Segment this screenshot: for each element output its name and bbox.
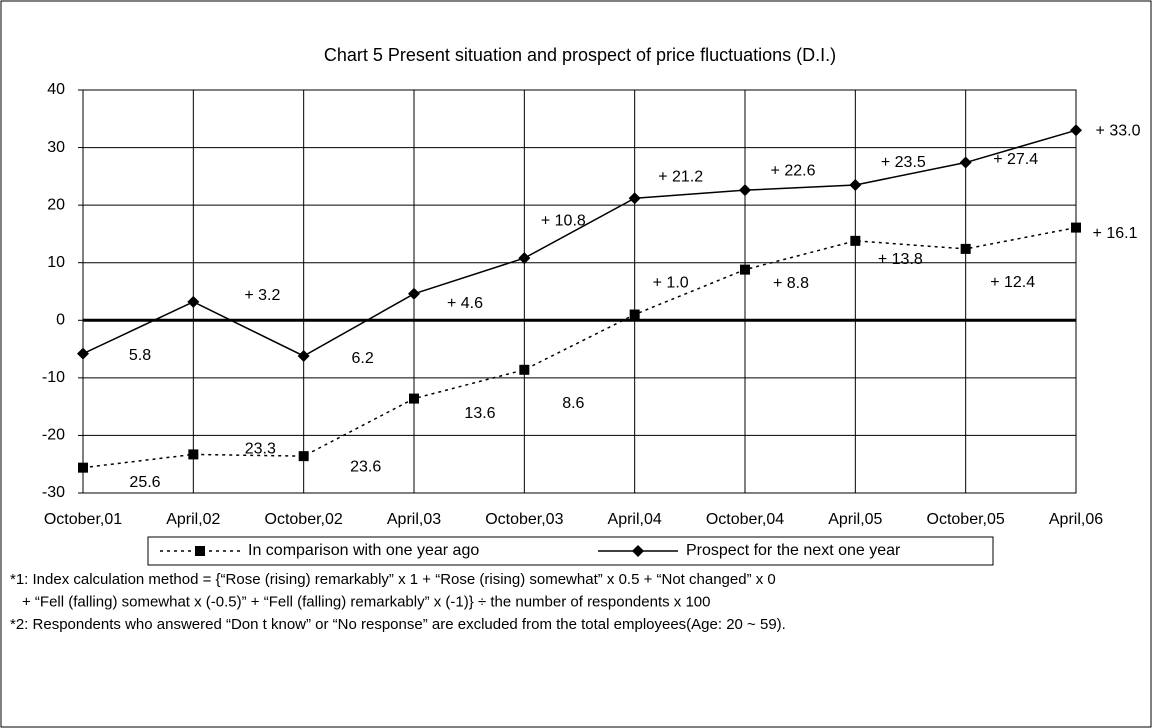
x-tick-label: October,03 (485, 511, 563, 528)
point (959, 156, 972, 169)
data-label: + 10.8 (541, 212, 586, 229)
point (195, 546, 205, 556)
point (188, 449, 199, 460)
x-tick-label: October,01 (44, 511, 122, 528)
data-label: 8.6 (562, 395, 584, 412)
data-label: + 33.0 (1096, 123, 1141, 140)
x-tick-label: April,02 (166, 511, 220, 528)
point (518, 252, 531, 265)
point (740, 264, 750, 275)
point (849, 178, 862, 191)
data-label: 23.3 (245, 441, 276, 458)
point (409, 393, 419, 404)
data-label: 5.8 (129, 347, 151, 364)
x-tick-label: April,04 (608, 511, 662, 528)
y-tick-label: 30 (47, 139, 65, 156)
y-tick-label: 0 (56, 312, 65, 329)
point (408, 287, 420, 300)
data-label: 25.6 (129, 474, 160, 491)
data-label: 6.2 (352, 350, 374, 367)
data-label: + 27.4 (993, 151, 1038, 168)
y-tick-label: -20 (42, 427, 65, 444)
legend-box (147, 536, 994, 566)
point (298, 451, 309, 462)
data-label: + 1.0 (653, 275, 689, 292)
x-tick-label: October,04 (706, 511, 784, 528)
footnote: + “Fell (falling) somewhat x (-0.5)” + “… (22, 593, 710, 610)
y-tick-label: -10 (42, 369, 65, 386)
data-label: + 13.8 (878, 251, 923, 268)
x-tick-label: October,02 (265, 511, 343, 528)
data-label: + 4.6 (447, 295, 483, 312)
data-label: + 22.6 (771, 162, 816, 179)
point (1071, 222, 1081, 233)
point (78, 462, 88, 473)
chart-title: Chart 5 Present situation and prospect o… (324, 45, 836, 65)
x-tick-label: April,06 (1049, 511, 1103, 528)
data-label: + 3.2 (244, 287, 280, 304)
point (629, 309, 640, 320)
point (632, 545, 644, 557)
point (739, 184, 751, 197)
footnote: *2: Respondents who answered “Don t know… (10, 616, 786, 633)
data-label: + 16.1 (1093, 225, 1138, 242)
point (850, 235, 861, 246)
legend-label: In comparison with one year ago (248, 542, 479, 559)
data-label: + 23.5 (881, 154, 926, 171)
data-label: + 21.2 (658, 168, 703, 185)
point (297, 349, 310, 362)
point (519, 364, 530, 375)
point (960, 243, 971, 254)
series-line (82, 129, 1077, 357)
data-label: 23.6 (350, 458, 381, 475)
data-label: + 12.4 (990, 274, 1035, 291)
y-tick-label: -30 (42, 484, 65, 501)
point (1070, 124, 1082, 137)
point (77, 347, 89, 360)
legend-label: Prospect for the next one year (686, 542, 901, 559)
y-tick-label: 10 (47, 254, 65, 271)
point (187, 295, 200, 308)
y-tick-label: 40 (47, 81, 65, 98)
point (628, 192, 641, 205)
x-tick-label: April,05 (828, 511, 882, 528)
data-label: + 8.8 (773, 275, 809, 292)
y-tick-label: 20 (47, 196, 65, 213)
footnote: *1: Index calculation method = {“Rose (r… (10, 571, 776, 588)
x-tick-label: October,05 (927, 511, 1005, 528)
data-label: 13.6 (464, 405, 495, 422)
x-tick-label: April,03 (387, 511, 441, 528)
